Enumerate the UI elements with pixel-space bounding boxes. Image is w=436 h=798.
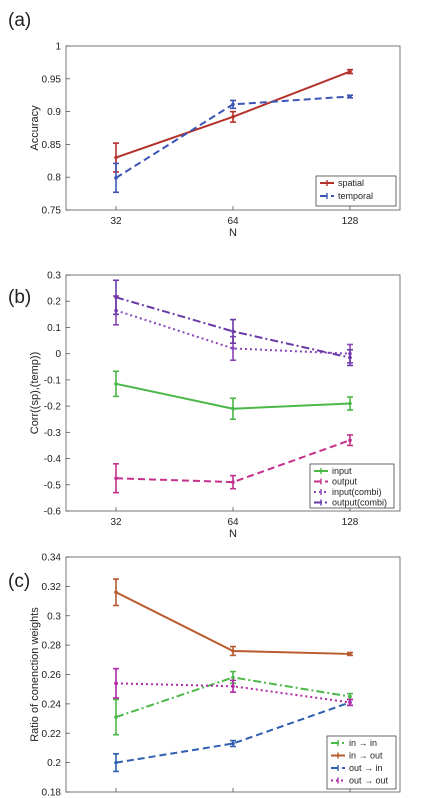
x-tick-label: 32 [110,517,122,528]
data-point [348,69,352,74]
data-point [348,700,352,705]
y-tick-label: 0.18 [42,788,62,798]
x-tick-label: 128 [342,216,359,227]
series-line [115,309,351,355]
y-tick-label: -0.5 [44,480,62,491]
y-tick-label: 0.24 [42,699,62,710]
y-axis-title: Corr((sp),(temp)) [29,352,41,435]
series-4 [113,667,353,707]
data-point [114,176,118,180]
chart-panel-2: (b) -0.6 -0.5 -0.4 -0.3 -0.2 -0.1 0 0.1 0.2 0.3 32 6… [8,271,401,540]
y-tick-label: -0.6 [44,507,62,518]
data-point [231,684,235,689]
series-line [115,439,351,484]
data-point [231,102,235,107]
series-2 [113,94,353,194]
data-point [114,382,118,386]
y-tick-label: -0.1 [44,375,62,386]
data-point [231,741,235,746]
y-tick-label: 0.3 [47,271,61,282]
legend-label: out → out [349,776,389,786]
y-tick-label: 0.85 [42,140,62,151]
x-tick-label: 64 [227,517,239,528]
panel-label: (a) [8,10,31,31]
y-tick-label: 0.95 [42,74,62,85]
data-point [231,346,235,351]
data-point [114,155,118,160]
data-point [348,401,352,406]
y-axis-title: Accuracy [29,105,41,151]
series-line [115,682,351,704]
y-tick-label: 0.34 [42,553,62,564]
chart-panel-3: (c)0.180.20.220.240.260.280.30.320.34326… [8,553,401,798]
panel-label: (c) [8,571,30,592]
y-tick-label: -0.4 [44,454,62,465]
data-point [348,355,352,360]
data-point [231,480,235,484]
series-4 [113,279,353,367]
data-point [114,760,118,765]
x-tick-label: 32 [110,216,122,227]
y-tick-label: 0.8 [47,173,61,184]
data-point [231,675,235,680]
y-tick-label: 0.28 [42,641,62,652]
chart-panel-1: (a) 0.75 0.8 0.85 0.9 0.95 1 32 64 128 N Accuracy sp… [8,10,401,239]
data-point [231,649,235,653]
legend-label: in → out [349,751,383,761]
x-axis-title: N [229,227,237,239]
y-tick-label: 0.2 [47,758,61,769]
y-tick-label: -0.3 [44,428,62,439]
data-point [114,590,118,595]
legend-label: in → in [349,738,377,748]
data-point [114,715,118,719]
y-tick-label: 0.75 [42,206,62,217]
data-point [114,295,118,300]
legend-label: temporal [338,191,373,201]
panel-label: (b) [8,287,31,308]
y-tick-label: 0.32 [42,582,62,593]
y-tick-label: 0.3 [47,611,61,622]
x-tick-label: 128 [342,517,359,528]
legend-label: out → in [349,763,383,773]
x-axis-title: N [229,528,237,540]
data-point [231,406,235,411]
data-point [114,681,118,686]
legend-label: output(combi) [332,498,387,508]
series-3 [113,698,353,773]
x-tick-label: 64 [227,216,239,227]
series-1 [113,370,353,421]
legend-label: spatial [338,178,364,188]
data-point [348,438,352,443]
y-tick-label: 0.9 [47,107,61,118]
legend-label: input(combi) [332,487,382,497]
legend: spatial temporal [315,175,397,207]
y-tick-label: 0.22 [42,729,62,740]
data-point [348,94,352,99]
y-axis-title: Ratio of conenction weights [29,607,41,742]
series-2 [113,434,353,494]
y-tick-label: 0.1 [47,323,61,334]
y-tick-label: 0.26 [42,670,62,681]
legend: in → in in → out out → in out → out [326,735,397,790]
data-point [114,476,118,481]
data-point [348,652,352,656]
legend-label: input [332,466,352,476]
legend-box [315,175,397,207]
y-tick-label: -0.2 [44,402,62,413]
series-2 [113,578,353,657]
legend-label: output [332,477,358,487]
data-point [231,329,235,334]
data-point [348,694,352,699]
y-tick-label: 0.2 [47,297,61,308]
y-tick-label: 1 [55,42,61,53]
series-line [115,701,351,764]
data-point [231,115,235,119]
y-tick-label: 0 [55,349,61,360]
series-line [115,591,351,655]
